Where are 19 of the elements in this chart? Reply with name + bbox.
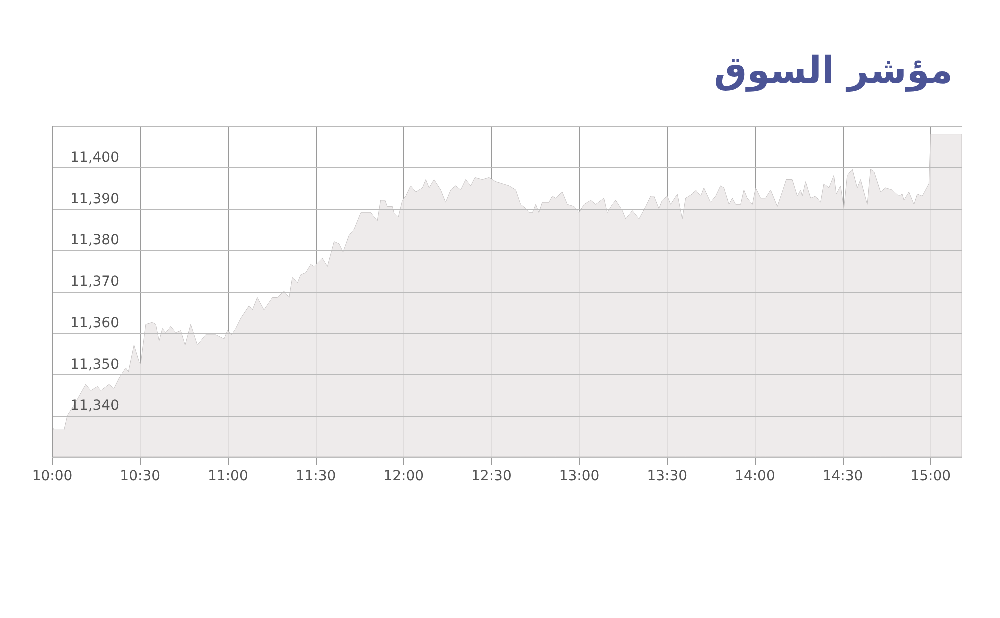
y-tick-label: 11,360 — [70, 315, 120, 332]
y-tick-label: 11,390 — [70, 191, 120, 208]
x-tick-label: 13:30 — [647, 468, 688, 484]
y-tick-label: 11,370 — [70, 274, 120, 290]
x-tick-label: 14:30 — [822, 468, 864, 484]
x-tick-label: 10:30 — [120, 468, 161, 484]
x-tick-label: 14:00 — [735, 468, 776, 484]
x-tick-label: 12:00 — [384, 468, 424, 484]
x-tick-label: 10:00 — [32, 468, 73, 484]
y-tick-label: 11,350 — [70, 356, 120, 373]
x-tick-label: 13:00 — [559, 468, 600, 484]
x-tick-label: 11:30 — [296, 468, 336, 484]
y-tick-label: 11,380 — [70, 232, 120, 249]
x-tick-label: 11:00 — [208, 468, 248, 484]
y-tick-label: 11,400 — [70, 150, 120, 166]
chart-title: مؤشر السوق — [714, 49, 953, 93]
x-tick-label: 15:00 — [910, 468, 952, 484]
y-tick-label: 11,340 — [70, 398, 120, 414]
x-tick-label: 12:30 — [472, 468, 512, 484]
